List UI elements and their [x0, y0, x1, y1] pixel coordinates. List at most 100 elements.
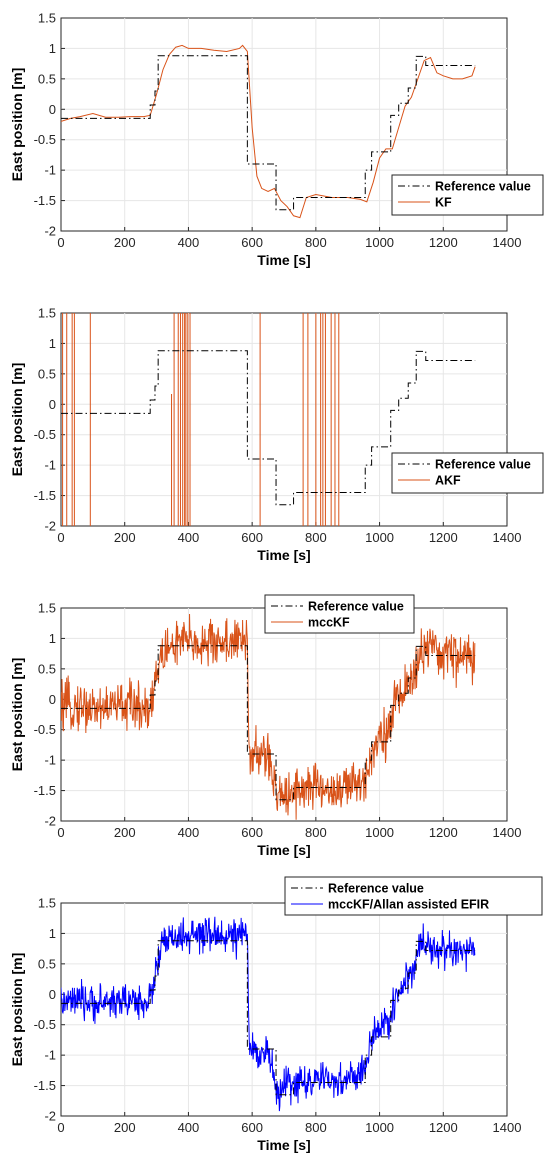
series-reference-value: [61, 645, 476, 801]
x-tick-label: 400: [178, 235, 200, 250]
legend: Reference value KF: [391, 174, 544, 216]
legend-box: [284, 876, 543, 916]
x-tick-label: 800: [305, 1120, 327, 1135]
y-tick-label: -2: [44, 519, 56, 534]
y-tick-label: -2: [44, 224, 56, 239]
y-tick-label: -0.5: [34, 1017, 56, 1032]
y-tick-label: -1.5: [34, 1078, 56, 1093]
y-axis-label: East position [m]: [9, 68, 25, 182]
y-tick-label: -1: [44, 1048, 56, 1063]
plot-area: [61, 313, 476, 526]
x-tick-label: 0: [57, 1120, 64, 1135]
x-tick-label: 200: [114, 530, 136, 545]
x-axis-label: Time [s]: [257, 1137, 310, 1153]
series-reference-value: [61, 940, 476, 1096]
legend-label: Reference value: [435, 458, 531, 472]
series-mcckf: [61, 614, 476, 820]
chart-panel-4: 0 200 400 600 800 1000 1200 1400 1.5 1 0.5 0 -0.5 -1 -…: [9, 876, 543, 1153]
x-tick-label: 800: [305, 825, 327, 840]
x-tick-label: 800: [305, 235, 327, 250]
x-tick-label: 400: [178, 1120, 200, 1135]
y-axis-label: East position [m]: [9, 658, 25, 772]
y-tick-label: 0: [49, 397, 56, 412]
axes-box: [60, 312, 508, 527]
x-axis-label: Time [s]: [257, 547, 310, 563]
legend: Reference value mccKF: [264, 594, 415, 634]
y-tick-label: -0.5: [34, 132, 56, 147]
x-tick-label: 1400: [493, 1120, 522, 1135]
legend-box: [391, 452, 544, 494]
y-tick-label: 0: [49, 987, 56, 1002]
series-mcckf-allan-assisted-efir: [61, 916, 476, 1112]
plot-area: [61, 916, 476, 1112]
x-tick-label: 800: [305, 530, 327, 545]
x-axis-label: Time [s]: [257, 842, 310, 858]
x-axis-label: Time [s]: [257, 252, 310, 268]
x-tick-label: 1000: [365, 1120, 394, 1135]
x-tick-label: 0: [57, 530, 64, 545]
x-tick-label: 600: [241, 235, 263, 250]
y-tick-label: 0.5: [38, 661, 56, 676]
x-tick-label: 1200: [429, 530, 458, 545]
y-tick-label: -0.5: [34, 722, 56, 737]
y-tick-label: -1.5: [34, 488, 56, 503]
y-tick-label: 1: [49, 41, 56, 56]
y-tick-label: -1.5: [34, 783, 56, 798]
y-tick-label: -1: [44, 163, 56, 178]
y-tick-label: 1.5: [38, 11, 56, 26]
x-tick-label: 200: [114, 235, 136, 250]
grid: [61, 903, 507, 1116]
legend-label: Reference value: [308, 600, 404, 614]
x-tick-label: 0: [57, 825, 64, 840]
legend-label: AKF: [435, 474, 461, 488]
chart-panel-2: 0 200 400 600 800 1000 1200 1400 1.5 1 0.5 0 -0.5 -1 -…: [9, 306, 544, 563]
y-tick-label: 0.5: [38, 71, 56, 86]
y-tick-label: -1.5: [34, 193, 56, 208]
y-tick-label: 0: [49, 102, 56, 117]
y-axis-label: East position [m]: [9, 363, 25, 477]
legend-label: mccKF/Allan assisted EFIR: [328, 898, 489, 912]
x-tick-label: 200: [114, 825, 136, 840]
y-tick-label: 1.5: [38, 601, 56, 616]
y-axis-label: East position [m]: [9, 953, 25, 1067]
y-tick-label: 1: [49, 631, 56, 646]
x-tick-label: 1400: [493, 825, 522, 840]
legend-label: mccKF: [308, 616, 350, 630]
plot-area: [61, 44, 476, 219]
legend: Reference value mccKF/Allan assisted EFIR: [284, 876, 543, 916]
legend: Reference value AKF: [391, 452, 544, 494]
legend-label: Reference value: [435, 180, 531, 194]
legend-box: [391, 174, 544, 216]
grid: [61, 608, 507, 821]
x-tick-label: 1400: [493, 235, 522, 250]
y-tick-label: 1: [49, 336, 56, 351]
y-tick-label: 0: [49, 692, 56, 707]
x-tick-label: 1400: [493, 530, 522, 545]
x-tick-label: 1200: [429, 1120, 458, 1135]
y-tick-label: 1.5: [38, 896, 56, 911]
x-tick-label: 1000: [365, 235, 394, 250]
x-tick-label: 400: [178, 825, 200, 840]
x-tick-label: 1000: [365, 530, 394, 545]
chart-panel-3: 0 200 400 600 800 1000 1200 1400 1.5 1 0.5 0 -0.5 -1 -…: [9, 594, 522, 858]
x-tick-label: 600: [241, 825, 263, 840]
plot-area: [61, 614, 476, 820]
y-tick-label: -0.5: [34, 427, 56, 442]
y-tick-label: 0.5: [38, 366, 56, 381]
x-tick-label: 0: [57, 235, 64, 250]
x-tick-label: 200: [114, 1120, 136, 1135]
legend-label: KF: [435, 196, 452, 210]
x-tick-label: 1000: [365, 825, 394, 840]
y-tick-label: -2: [44, 814, 56, 829]
x-tick-label: 1200: [429, 825, 458, 840]
series-akf: [62, 313, 340, 526]
series-reference-value: [61, 350, 476, 506]
series-reference-value: [61, 55, 476, 211]
y-tick-label: -2: [44, 1109, 56, 1124]
x-tick-label: 600: [241, 1120, 263, 1135]
y-tick-label: -1: [44, 753, 56, 768]
y-tick-label: 1: [49, 926, 56, 941]
y-tick-label: 1.5: [38, 306, 56, 321]
x-tick-label: 1200: [429, 235, 458, 250]
chart-panel-1: 0 200 400 600 800 1000 1200 1400 1.5 1 0.5 0 -0.5 -1 -…: [9, 11, 544, 268]
